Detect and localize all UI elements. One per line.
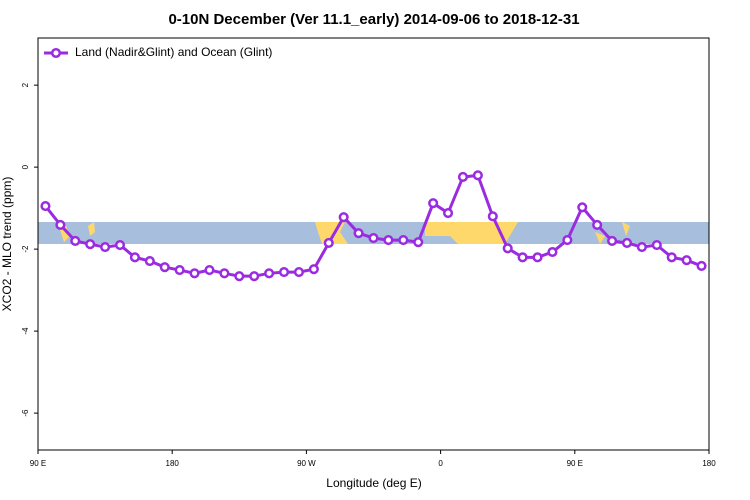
point	[547, 246, 558, 258]
x-tick-label: 90 W	[297, 459, 316, 468]
point	[55, 219, 66, 230]
point	[696, 260, 707, 271]
point	[472, 170, 483, 181]
chart-title: 0-10N December (Ver 11.1_early) 2014-09-…	[168, 11, 579, 28]
point	[219, 268, 230, 279]
point	[607, 235, 618, 246]
point	[383, 235, 394, 246]
map-strip	[38, 222, 709, 244]
point	[681, 255, 692, 266]
plot-frame	[37, 37, 710, 451]
point	[562, 235, 573, 246]
legend-label: Land (Nadir&Glint) and Ocean (Glint)	[75, 45, 272, 59]
point	[621, 237, 633, 249]
point	[114, 239, 126, 251]
point	[487, 211, 498, 222]
point	[100, 242, 111, 253]
point	[323, 237, 334, 249]
point	[651, 239, 662, 251]
point	[443, 207, 454, 219]
point	[70, 235, 81, 246]
point	[398, 235, 409, 246]
point	[666, 252, 677, 263]
y-tick-label: 2	[21, 82, 30, 87]
y-tick-label: 0	[21, 164, 30, 169]
point	[308, 264, 319, 275]
point	[40, 201, 51, 212]
point	[517, 252, 528, 263]
point	[428, 198, 439, 209]
legend: Land (Nadir&Glint) and Ocean (Glint)	[44, 45, 272, 59]
point	[264, 268, 275, 279]
x-axis-label: Longitude (deg E)	[326, 476, 421, 490]
x-tick-label: 90 E	[567, 459, 583, 468]
point	[457, 171, 469, 183]
x-tick-label: 180	[702, 459, 716, 468]
point	[85, 239, 96, 250]
y-tick-label: -4	[21, 327, 30, 335]
point	[368, 233, 379, 244]
point	[144, 255, 155, 267]
point	[234, 271, 245, 282]
point	[353, 228, 364, 239]
point	[532, 252, 543, 263]
point	[159, 262, 170, 273]
point	[189, 268, 200, 279]
x-tick-label: 90 E	[30, 459, 46, 468]
point	[293, 267, 304, 278]
y-tick-label: -6	[21, 409, 30, 417]
point	[278, 267, 290, 278]
point	[129, 252, 140, 263]
y-tick-label: -2	[21, 245, 30, 253]
point	[502, 243, 513, 254]
point	[204, 264, 215, 276]
point	[636, 242, 647, 253]
point	[577, 202, 588, 213]
x-tick-label: 180	[166, 459, 180, 468]
legend-marker	[50, 47, 62, 59]
y-axis-label: XCO2 - MLO trend (ppm)	[0, 177, 14, 312]
point	[592, 219, 603, 230]
point	[249, 271, 260, 282]
point	[338, 212, 349, 223]
point	[413, 237, 424, 248]
point	[174, 264, 185, 276]
x-tick-label: 0	[438, 459, 443, 468]
